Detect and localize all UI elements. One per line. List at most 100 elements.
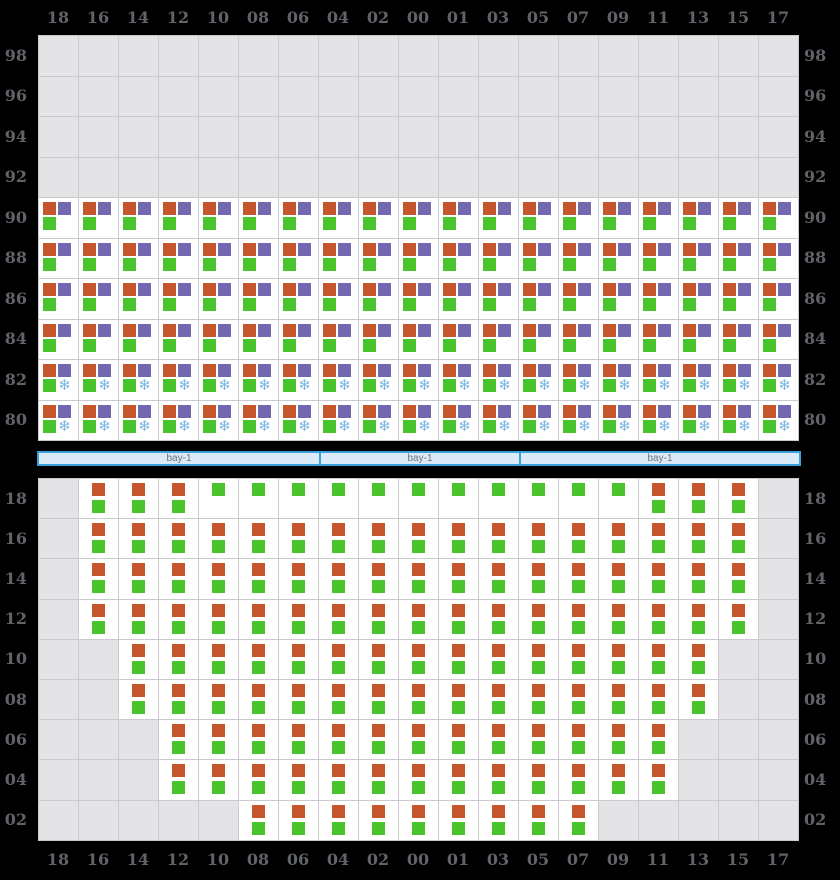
hold-slot[interactable] xyxy=(719,599,759,640)
hold-slot[interactable] xyxy=(639,599,679,640)
hold-slot[interactable] xyxy=(239,479,279,520)
deck-slot[interactable] xyxy=(79,238,119,279)
deck-slot[interactable]: ❄ xyxy=(599,400,639,441)
deck-slot[interactable] xyxy=(319,279,359,320)
deck-slot[interactable] xyxy=(239,319,279,360)
deck-slot[interactable] xyxy=(759,198,799,239)
deck-slot[interactable] xyxy=(679,319,719,360)
hold-slot[interactable] xyxy=(399,720,439,761)
hold-slot[interactable] xyxy=(199,679,239,721)
hold-slot[interactable] xyxy=(599,720,639,761)
deck-slot[interactable] xyxy=(39,238,79,279)
deck-slot[interactable] xyxy=(159,319,199,360)
deck-slot[interactable] xyxy=(279,198,319,239)
hold-slot[interactable] xyxy=(479,559,519,600)
deck-slot[interactable] xyxy=(479,279,519,320)
hold-slot[interactable] xyxy=(359,559,399,600)
deck-slot[interactable] xyxy=(239,198,279,239)
hold-slot[interactable] xyxy=(239,760,279,801)
deck-slot[interactable]: ❄ xyxy=(319,400,359,441)
hold-slot[interactable] xyxy=(599,599,639,640)
deck-slot[interactable]: ❄ xyxy=(679,360,719,401)
deck-slot[interactable] xyxy=(719,319,759,360)
deck-slot[interactable]: ❄ xyxy=(79,400,119,441)
deck-slot[interactable] xyxy=(719,198,759,239)
deck-slot[interactable] xyxy=(319,198,359,239)
hold-slot[interactable] xyxy=(559,760,599,801)
hold-slot[interactable] xyxy=(79,559,119,600)
deck-slot[interactable] xyxy=(39,198,79,239)
deck-slot[interactable]: ❄ xyxy=(519,360,559,401)
hold-slot[interactable] xyxy=(399,800,439,841)
hold-slot[interactable] xyxy=(559,800,599,841)
deck-slot[interactable] xyxy=(439,319,479,360)
hold-slot[interactable] xyxy=(359,679,399,721)
deck-slot[interactable] xyxy=(679,279,719,320)
hold-slot[interactable] xyxy=(199,559,239,600)
hold-slot[interactable] xyxy=(359,599,399,640)
deck-slot[interactable] xyxy=(39,319,79,360)
hold-slot[interactable] xyxy=(519,639,559,680)
hold-slot[interactable] xyxy=(119,599,159,640)
deck-slot[interactable]: ❄ xyxy=(199,400,239,441)
deck-slot[interactable] xyxy=(279,238,319,279)
hold-slot[interactable] xyxy=(439,559,479,600)
hold-slot[interactable] xyxy=(119,479,159,520)
bay-segment[interactable]: bay-1 xyxy=(319,453,519,464)
deck-slot[interactable]: ❄ xyxy=(439,400,479,441)
hold-slot[interactable] xyxy=(279,639,319,680)
deck-slot[interactable] xyxy=(279,319,319,360)
deck-slot[interactable]: ❄ xyxy=(639,400,679,441)
hold-slot[interactable] xyxy=(479,720,519,761)
hold-slot[interactable] xyxy=(319,679,359,721)
hold-slot[interactable] xyxy=(199,519,239,560)
deck-slot[interactable]: ❄ xyxy=(39,400,79,441)
hold-slot[interactable] xyxy=(599,479,639,520)
deck-slot[interactable]: ❄ xyxy=(719,400,759,441)
deck-slot[interactable]: ❄ xyxy=(119,400,159,441)
hold-slot[interactable] xyxy=(439,479,479,520)
deck-slot[interactable]: ❄ xyxy=(399,400,439,441)
hold-slot[interactable] xyxy=(679,639,719,680)
hold-slot[interactable] xyxy=(199,760,239,801)
deck-slot[interactable] xyxy=(519,198,559,239)
hold-slot[interactable] xyxy=(159,720,199,761)
hold-slot[interactable] xyxy=(439,720,479,761)
deck-slot[interactable] xyxy=(359,238,399,279)
hold-slot[interactable] xyxy=(319,639,359,680)
hold-slot[interactable] xyxy=(399,639,439,680)
hold-slot[interactable] xyxy=(319,479,359,520)
deck-slot[interactable]: ❄ xyxy=(599,360,639,401)
deck-slot[interactable] xyxy=(199,238,239,279)
deck-slot[interactable]: ❄ xyxy=(439,360,479,401)
deck-slot[interactable] xyxy=(319,238,359,279)
hold-slot[interactable] xyxy=(679,559,719,600)
deck-slot[interactable] xyxy=(319,319,359,360)
hold-slot[interactable] xyxy=(239,800,279,841)
hold-slot[interactable] xyxy=(359,639,399,680)
hold-slot[interactable] xyxy=(439,679,479,721)
hold-slot[interactable] xyxy=(279,679,319,721)
hold-slot[interactable] xyxy=(679,679,719,721)
hold-slot[interactable] xyxy=(439,599,479,640)
hold-slot[interactable] xyxy=(279,800,319,841)
bay-segment[interactable]: bay-1 xyxy=(519,453,799,464)
hold-slot[interactable] xyxy=(479,800,519,841)
hold-slot[interactable] xyxy=(719,479,759,520)
hold-slot[interactable] xyxy=(199,599,239,640)
hold-slot[interactable] xyxy=(639,720,679,761)
deck-slot[interactable] xyxy=(439,279,479,320)
hold-slot[interactable] xyxy=(559,559,599,600)
hold-slot[interactable] xyxy=(319,720,359,761)
hold-slot[interactable] xyxy=(639,559,679,600)
hold-slot[interactable] xyxy=(399,760,439,801)
deck-slot[interactable] xyxy=(679,198,719,239)
hold-slot[interactable] xyxy=(559,599,599,640)
deck-slot[interactable] xyxy=(639,238,679,279)
hold-slot[interactable] xyxy=(159,679,199,721)
deck-slot[interactable] xyxy=(519,238,559,279)
hold-slot[interactable] xyxy=(599,639,639,680)
deck-slot[interactable] xyxy=(199,319,239,360)
hold-slot[interactable] xyxy=(399,479,439,520)
deck-slot[interactable] xyxy=(79,319,119,360)
